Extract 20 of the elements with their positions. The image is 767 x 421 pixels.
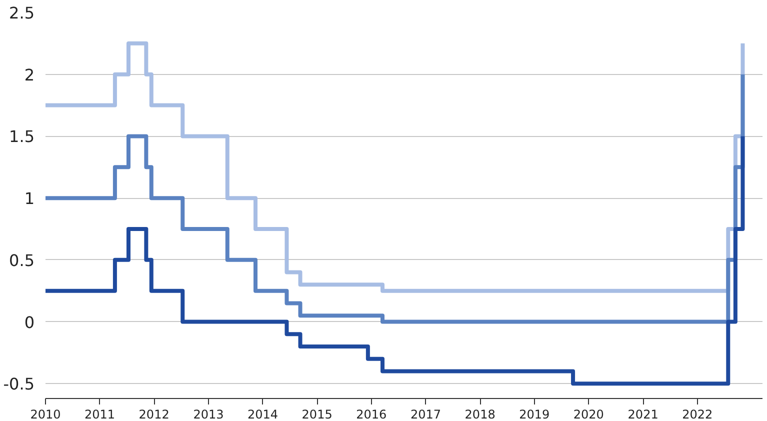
- y-tick-label: 2: [24, 65, 35, 84]
- y-tick-label: 1.5: [9, 127, 35, 146]
- x-tick-label: 2010: [30, 408, 61, 421]
- y-tick-label: 0: [24, 312, 35, 332]
- x-tick-label: 2020: [573, 408, 604, 421]
- x-tick-label: 2014: [248, 408, 278, 421]
- x-tick-label: 2011: [84, 408, 116, 421]
- y-tick-label: 2.5: [9, 4, 35, 22]
- x-tick-label: 2019: [519, 408, 550, 421]
- y-tick-label: -0.5: [3, 374, 34, 394]
- x-tick-label: 2017: [410, 408, 442, 421]
- x-tick-label: 2012: [138, 408, 170, 421]
- y-tick-label: 0.5: [9, 250, 35, 270]
- y-tick-label: 1: [24, 189, 35, 208]
- x-tick-label: 2018: [464, 408, 496, 421]
- x-tick-label: 2021: [628, 408, 658, 421]
- x-tick-label: 2016: [356, 408, 387, 421]
- x-tick-label: 2013: [193, 408, 224, 421]
- x-tick-label: 2015: [302, 408, 332, 421]
- x-tick-label: 2022: [682, 408, 713, 421]
